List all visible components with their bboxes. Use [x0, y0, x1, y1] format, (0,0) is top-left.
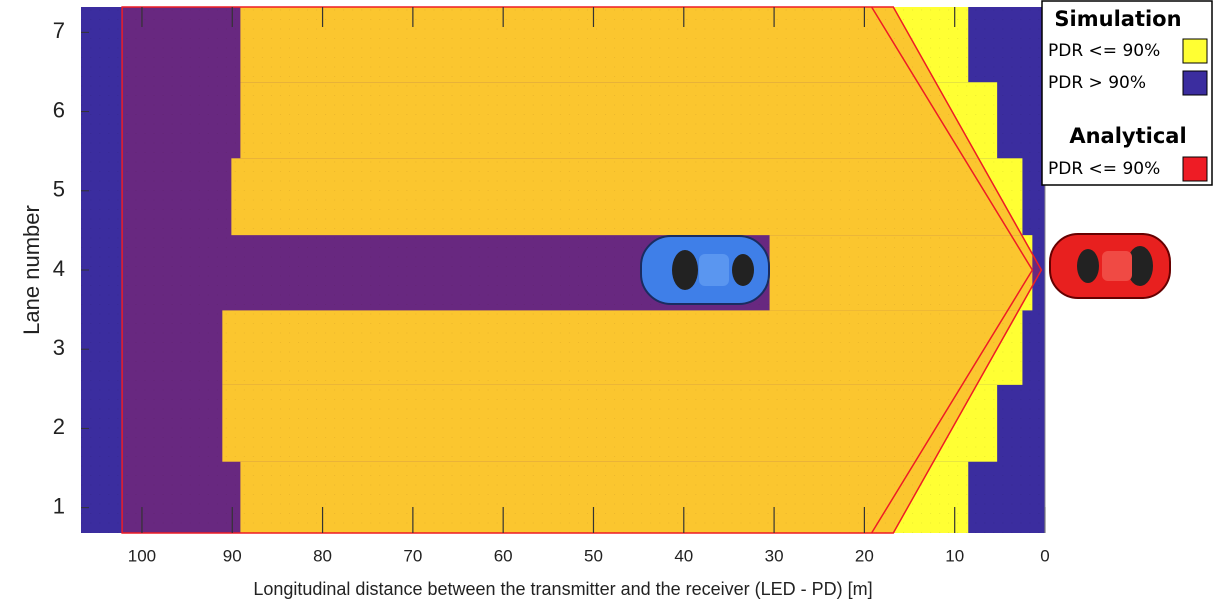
y-axis-label: Lane number — [19, 205, 44, 335]
y-tick-label: 5 — [53, 177, 65, 202]
x-axis-label: Longitudinal distance between the transm… — [253, 579, 872, 599]
chart: 10090807060504030201001234567 Longitudin… — [0, 0, 1221, 605]
legend-title: Simulation — [1054, 7, 1181, 31]
x-tick-label: 0 — [1040, 546, 1049, 565]
legend: Simulation PDR <= 90% PDR > 90% Analytic… — [1042, 1, 1212, 185]
x-tick-label: 50 — [584, 546, 603, 565]
y-tick-label: 6 — [53, 97, 65, 122]
y-tick-label: 1 — [53, 493, 65, 518]
y-tick-label: 7 — [53, 18, 65, 43]
blue-car — [641, 236, 769, 304]
red-car — [1050, 234, 1170, 298]
x-tick-label: 20 — [855, 546, 874, 565]
x-tick-label: 100 — [128, 546, 156, 565]
x-tick-label: 60 — [494, 546, 513, 565]
legend-label: PDR <= 90% — [1048, 159, 1160, 179]
legend-swatch — [1183, 71, 1207, 95]
legend-swatch — [1183, 39, 1207, 63]
legend-title: Analytical — [1069, 124, 1186, 148]
x-tick-label: 80 — [313, 546, 332, 565]
y-tick-label: 4 — [53, 256, 65, 281]
x-tick-label: 70 — [403, 546, 422, 565]
x-tick-label: 30 — [765, 546, 784, 565]
legend-swatch — [1183, 157, 1207, 181]
x-tick-label: 90 — [223, 546, 242, 565]
legend-label: PDR > 90% — [1048, 73, 1146, 93]
x-tick-label: 40 — [674, 546, 693, 565]
y-tick-label: 3 — [53, 335, 65, 360]
analytical-region — [122, 7, 1041, 533]
x-tick-label: 10 — [945, 546, 964, 565]
y-tick-label: 2 — [53, 414, 65, 439]
legend-label: PDR <= 90% — [1048, 41, 1160, 61]
